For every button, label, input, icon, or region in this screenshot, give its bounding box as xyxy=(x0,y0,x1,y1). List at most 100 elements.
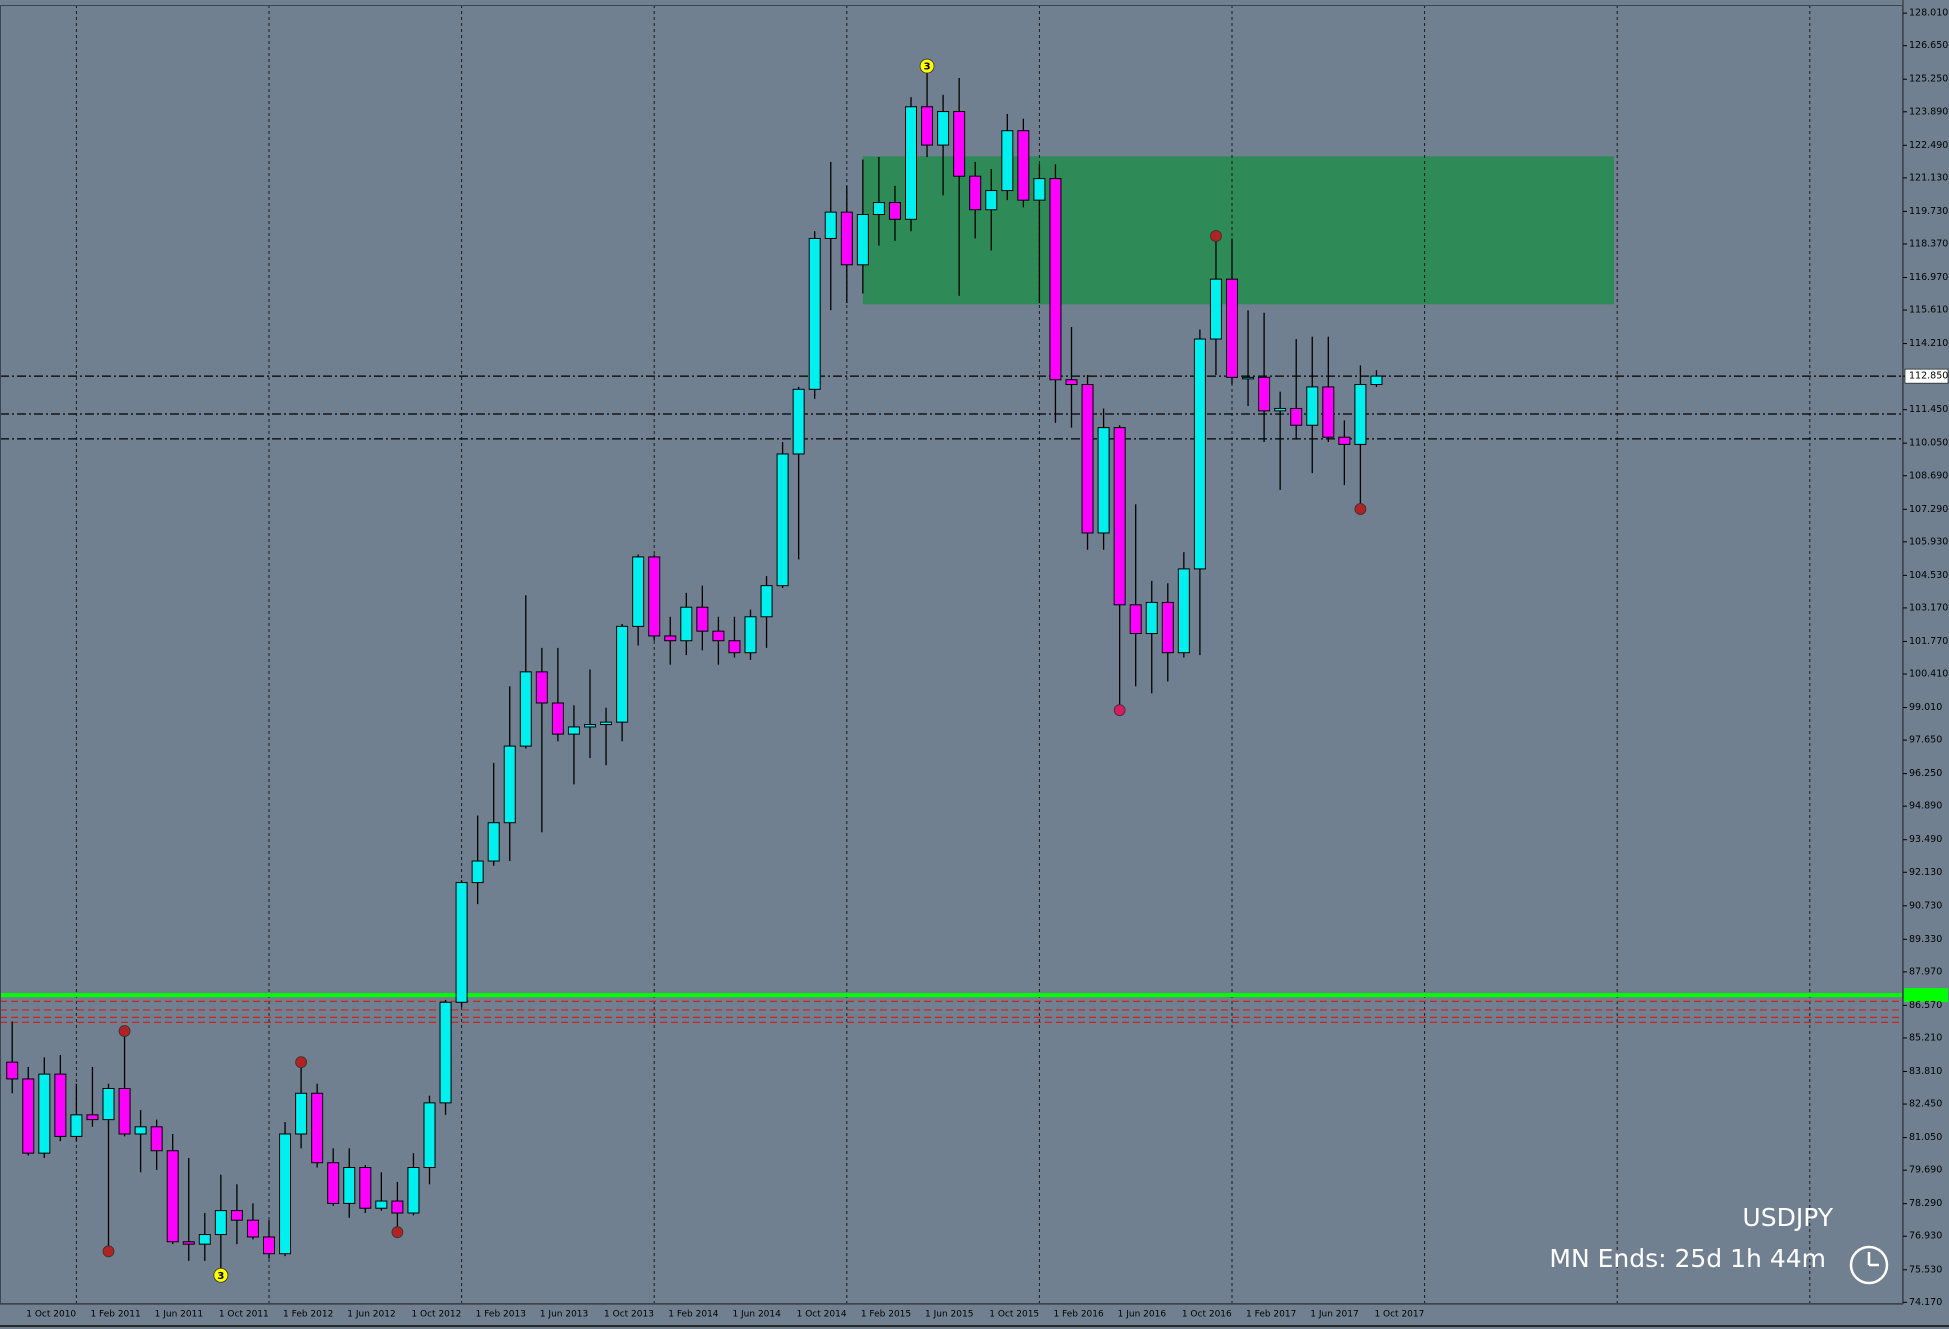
candle-body xyxy=(230,1210,243,1221)
price-axis xyxy=(1903,0,1949,1329)
candle-body xyxy=(86,1114,99,1121)
y-tick-label: 121.130 xyxy=(1909,172,1948,183)
candle-body xyxy=(696,606,709,632)
x-tick-label: 1 Oct 2014 xyxy=(797,1310,847,1320)
candle-body xyxy=(150,1126,163,1152)
fractal-marker xyxy=(1113,704,1126,717)
candle-body xyxy=(471,860,484,884)
y-tick-label: 122.490 xyxy=(1909,140,1948,151)
candle-body xyxy=(1193,338,1206,570)
candle-body xyxy=(519,671,532,747)
candle-body xyxy=(102,1087,115,1121)
y-tick-label: 110.050 xyxy=(1909,438,1948,449)
candle-body xyxy=(407,1167,420,1214)
candle-body xyxy=(600,721,613,726)
x-tick-label: 1 Jun 2015 xyxy=(925,1310,973,1320)
candle-body xyxy=(279,1133,292,1255)
candle-body xyxy=(327,1162,340,1204)
y-tick-label: 101.770 xyxy=(1909,636,1948,647)
timer-label: MN Ends: 25d 1h 44m xyxy=(1549,1244,1826,1273)
candle-body xyxy=(808,237,821,390)
x-tick-label: 1 Jun 2017 xyxy=(1310,1310,1358,1320)
y-tick-label: 96.250 xyxy=(1909,768,1942,779)
candle-body xyxy=(455,882,468,1003)
candle-body xyxy=(70,1114,83,1137)
candle-body xyxy=(503,745,516,824)
bid-price-box xyxy=(1904,368,1949,384)
candle-body xyxy=(551,702,564,735)
candle-body xyxy=(1097,427,1110,534)
candle-body xyxy=(439,1001,452,1104)
candle-body xyxy=(616,625,629,723)
y-tick-label: 105.930 xyxy=(1909,536,1948,547)
candle-body xyxy=(1129,604,1142,635)
candle-body xyxy=(182,1241,195,1245)
candle-body xyxy=(1065,379,1078,386)
candle-body xyxy=(1322,386,1335,438)
candle-body xyxy=(535,671,548,704)
mid-layer xyxy=(6,66,1383,1276)
x-tick-label: 1 Jun 2013 xyxy=(540,1310,588,1320)
candle-body xyxy=(1033,178,1046,201)
candle-body xyxy=(38,1073,51,1154)
candle-body xyxy=(905,106,917,220)
x-tick-label: 1 Oct 2010 xyxy=(26,1310,76,1320)
zone xyxy=(862,156,1614,305)
candle-body xyxy=(198,1234,211,1245)
y-tick-label: 78.290 xyxy=(1909,1198,1942,1209)
candle-body xyxy=(1081,384,1094,534)
y-tick-label: 86.570 xyxy=(1909,1000,1942,1011)
candle-body xyxy=(1177,568,1190,654)
candle-body xyxy=(969,175,982,211)
candle-body xyxy=(1370,375,1383,386)
candle-body xyxy=(985,190,998,211)
candle-body xyxy=(1258,376,1271,412)
clock-face xyxy=(1849,1245,1889,1285)
x-tick-label: 1 Jun 2011 xyxy=(155,1310,203,1320)
x-tick-label: 1 Feb 2013 xyxy=(476,1310,526,1320)
y-tick-label: 90.730 xyxy=(1909,900,1942,911)
fractal-marker xyxy=(391,1226,404,1239)
candle-body xyxy=(664,635,677,642)
candle-body xyxy=(311,1092,324,1164)
y-tick-label: 112.850 xyxy=(1909,371,1948,382)
x-tick-label: 1 Jun 2016 xyxy=(1118,1310,1167,1320)
y-tick-label: 79.690 xyxy=(1909,1165,1942,1176)
y-tick-label: 116.970 xyxy=(1909,272,1948,283)
x-tick-label: 1 Feb 2011 xyxy=(90,1310,140,1320)
fractal-marker xyxy=(919,58,935,74)
y-tick-label: 126.650 xyxy=(1909,40,1948,51)
candle-body xyxy=(1354,384,1367,445)
x-tick-label: 1 Oct 2017 xyxy=(1374,1310,1424,1320)
x-tick-label: 1 Jun 2012 xyxy=(347,1310,395,1320)
candle-body xyxy=(567,726,580,735)
x-tick-label: 1 Feb 2014 xyxy=(668,1310,719,1320)
candle-body xyxy=(953,111,966,177)
candle-body xyxy=(1209,278,1222,340)
candle-body xyxy=(214,1210,227,1236)
candle-body xyxy=(487,822,500,862)
candle-body xyxy=(118,1087,131,1135)
candle-body xyxy=(263,1236,275,1255)
candle-body xyxy=(776,453,789,587)
candle-body xyxy=(1274,407,1287,412)
candle-body xyxy=(1001,130,1014,192)
y-tick-label: 75.530 xyxy=(1909,1264,1942,1275)
candle-body xyxy=(792,388,805,455)
y-tick-label: 104.530 xyxy=(1909,570,1948,581)
candle-body xyxy=(295,1092,308,1135)
y-tick-label: 87.970 xyxy=(1909,966,1942,977)
fractal-marker xyxy=(295,1056,308,1069)
fractal-marker xyxy=(102,1245,115,1258)
y-tick-label: 92.130 xyxy=(1909,867,1942,878)
candle-body xyxy=(1242,376,1255,380)
y-tick-label: 115.610 xyxy=(1909,305,1948,316)
candle-body xyxy=(6,1061,19,1080)
y-tick-label: 100.410 xyxy=(1909,669,1948,680)
x-tick-label: 1 Oct 2011 xyxy=(219,1310,269,1320)
candle-body xyxy=(166,1150,179,1243)
candle-body xyxy=(712,630,725,642)
candle-body xyxy=(1017,130,1030,201)
candle-body xyxy=(872,202,885,216)
